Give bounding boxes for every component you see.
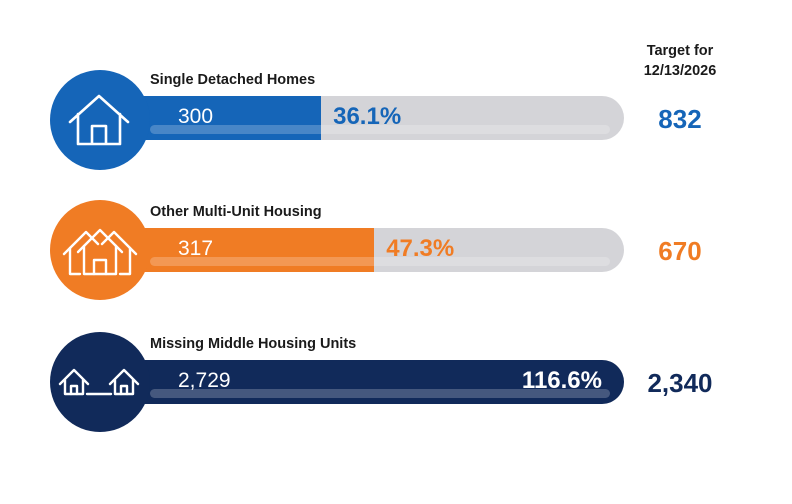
chart-row-missing-middle: Missing Middle Housing Units 2,729 116.6… (0, 332, 792, 432)
percent-label: 36.1% (333, 103, 402, 130)
count-label: 317 (178, 237, 214, 260)
percent-label: 116.6% (521, 367, 602, 394)
chart-row-multi-unit: Other Multi-Unit Housing 317 47.3% 670 (0, 200, 792, 300)
target-value: 2,340 (647, 368, 713, 398)
target-header-line1: Target for (646, 43, 714, 59)
target-value: 670 (658, 236, 702, 266)
house-icon (68, 94, 130, 146)
count-label: 300 (178, 105, 214, 128)
track-inner-line (150, 125, 610, 134)
count-label: 2,729 (178, 369, 231, 392)
multi-house-icon (62, 228, 138, 276)
row-label: Missing Middle Housing Units (150, 336, 357, 352)
row-label: Other Multi-Unit Housing (150, 204, 322, 220)
track-inner-line (150, 389, 610, 398)
target-header: Target for 12/13/2026 (622, 41, 738, 81)
progress-track (100, 96, 624, 140)
circle-badge (50, 70, 150, 170)
two-houses-icon (58, 368, 140, 396)
target-value: 832 (658, 104, 702, 134)
progress-track (100, 360, 624, 404)
percent-label: 47.3% (386, 235, 455, 262)
track-inner-line (150, 257, 610, 266)
circle-badge (50, 200, 150, 300)
circle-badge (50, 332, 150, 432)
chart-row-single-detached: Single Detached Homes 300 36.1% 832 (0, 70, 792, 170)
progress-fill (100, 360, 624, 404)
row-label: Single Detached Homes (150, 72, 316, 88)
target-header-line2: 12/13/2026 (643, 63, 717, 79)
